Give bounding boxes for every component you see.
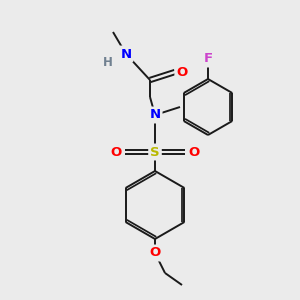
Text: O: O: [110, 146, 122, 158]
Text: S: S: [150, 146, 160, 158]
Text: O: O: [149, 247, 161, 260]
Text: N: N: [149, 109, 161, 122]
Text: N: N: [120, 47, 132, 61]
Text: F: F: [203, 52, 213, 65]
Text: O: O: [176, 65, 188, 79]
Text: H: H: [103, 56, 113, 68]
Text: O: O: [188, 146, 200, 158]
